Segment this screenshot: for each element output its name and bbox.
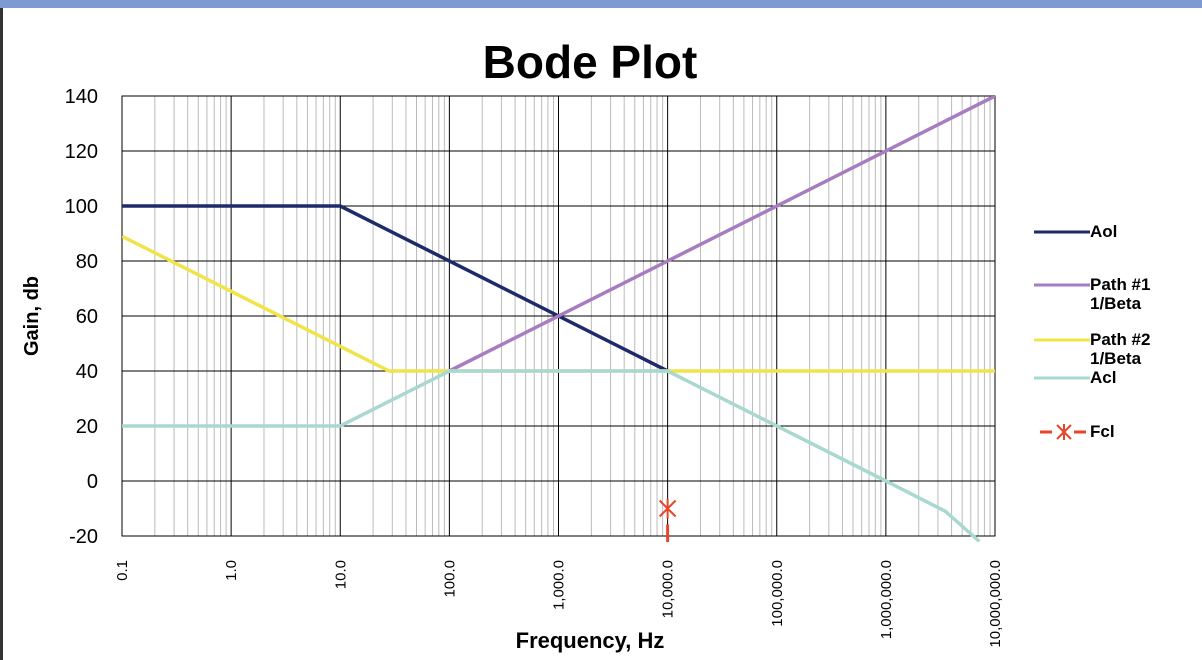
y-tick-label: 80 [76,251,98,273]
y-axis-label: Gain, db [21,276,43,356]
series-line [122,369,981,542]
window-border [0,8,3,660]
legend-entry: Aol [1030,222,1160,241]
x-tick-label: 1,000,000.0 [878,560,895,639]
y-tick-label: 0 [87,471,98,493]
legend-swatch [1040,424,1086,440]
series-layer [122,96,995,542]
x-tick-label: 10.0 [332,560,349,589]
y-tick-label: 140 [65,86,98,108]
legend-swatch [1034,376,1090,380]
y-tick-label: 120 [65,141,98,163]
legend-entry: Path #2 1/Beta [1030,330,1160,368]
x-tick-label: 10,000.0 [660,560,677,618]
plot-frame [121,95,996,537]
legend-swatch [1034,338,1090,342]
y-tick-label: 60 [76,306,98,328]
x-tick-label: 10,000,000.0 [987,560,1004,648]
legend-entry: Path #1 1/Beta [1030,275,1160,313]
series-line [122,234,995,373]
legend-entry: Acl [1030,368,1160,387]
y-tick-label: 100 [65,196,98,218]
legend-label: Path #1 1/Beta [1090,275,1151,313]
x-tick-label: 100,000.0 [769,560,786,627]
title-bar [0,0,1202,8]
x-axis-label: Frequency, Hz [516,628,665,653]
legend-label: Acl [1090,368,1117,387]
series-line [448,96,995,373]
legend-swatch [1034,283,1090,287]
marker [658,498,677,542]
y-tick-label: 20 [76,416,98,438]
legend-swatch [1034,230,1090,234]
x-tick-label: 1.0 [223,560,240,581]
legend-label: Aol [1090,222,1118,241]
x-tick-label: 0.1 [114,560,131,581]
legend-entry: Fcl [1030,422,1160,441]
legend-label: Fcl [1090,422,1115,441]
y-tick-label: -20 [69,526,98,548]
x-tick-label: 100.0 [441,560,458,598]
chart-title: Bode Plot [483,36,698,88]
legend-label: Path #2 1/Beta [1090,330,1151,368]
y-tick-label: 40 [76,361,98,383]
x-tick-label: 1,000.0 [551,560,568,610]
